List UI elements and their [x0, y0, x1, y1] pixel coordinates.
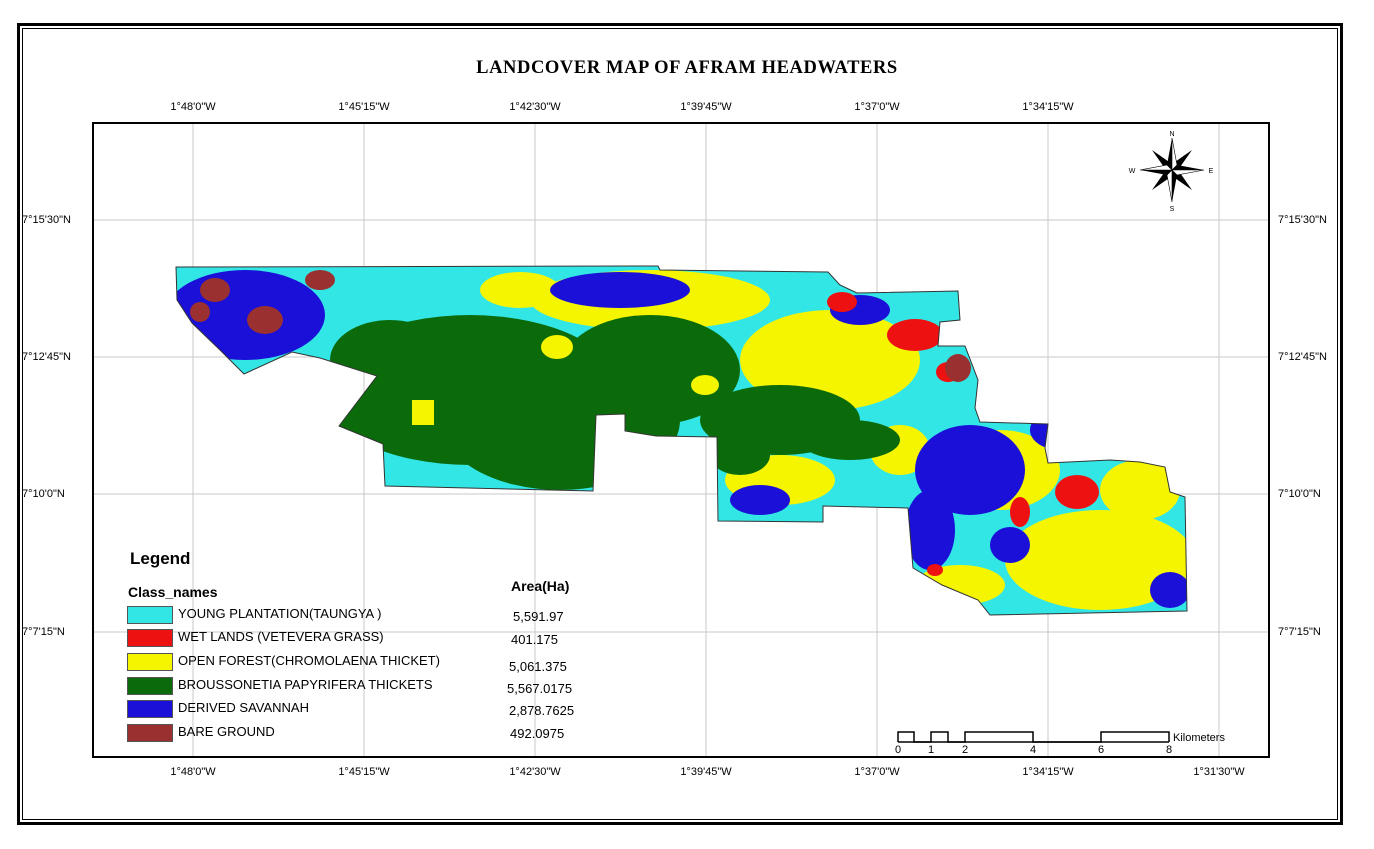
scale-tick-label: 4 [1029, 744, 1037, 756]
scale-unit-label: Kilometers [1173, 732, 1225, 744]
legend-swatch [127, 724, 173, 742]
lat-label-left: 7°12'45"N [22, 351, 71, 363]
map-data-frame [92, 122, 1270, 758]
west-label: W [1129, 168, 1136, 175]
lat-label-right: 7°10'0"N [1278, 488, 1321, 500]
north-label: N [1169, 131, 1174, 138]
scale-tick-label: 8 [1165, 744, 1173, 756]
east-label: E [1209, 168, 1214, 175]
scale-tick-label: 1 [927, 744, 935, 756]
legend-class-name: BARE GROUND [178, 724, 275, 739]
legend-class-area: 492.0975 [510, 726, 565, 741]
lat-label-right: 7°7'15"N [1278, 626, 1321, 638]
legend-swatch [127, 629, 173, 647]
north-arrow-icon: N S E W [1129, 131, 1214, 213]
legend-class-header: Class_names [128, 584, 218, 600]
region-outline [175, 265, 1188, 616]
legend-class-area: 2,878.7625 [509, 703, 575, 718]
legend-swatch [127, 606, 173, 624]
legend-class-name: BROUSSONETIA PAPYRIFERA THICKETS [178, 677, 433, 692]
lon-label-top: 1°37'0"W [854, 101, 900, 113]
lon-label-top: 1°39'45"W [680, 101, 732, 113]
lon-label-top: 1°34'15"W [1022, 101, 1074, 113]
lon-label-bottom: 1°42'30"W [509, 766, 561, 778]
scale-tick-label: 2 [961, 744, 969, 756]
scale-tick-label: 6 [1097, 744, 1105, 756]
lon-label-top: 1°45'15"W [338, 101, 390, 113]
lat-label-left: 7°10'0"N [22, 488, 65, 500]
map-inner-frame [22, 28, 1338, 820]
legend-class-name: OPEN FOREST(CHROMOLAENA THICKET) [178, 653, 440, 668]
legend-class-area: 401.175 [511, 632, 558, 647]
lat-label-left: 7°7'15"N [22, 626, 65, 638]
lon-label-bottom: 1°34'15"W [1022, 766, 1074, 778]
legend-class-name: DERIVED SAVANNAH [178, 700, 309, 715]
lon-label-top: 1°42'30"W [509, 101, 561, 113]
legend-title: Legend [130, 549, 191, 568]
scale-tick-label: 0 [894, 744, 902, 756]
lon-label-bottom: 1°31'30"W [1193, 766, 1245, 778]
legend-swatch [127, 653, 173, 671]
lat-label-right: 7°15'30"N [1278, 214, 1327, 226]
lon-label-bottom: 1°48'0"W [170, 766, 216, 778]
lon-label-bottom: 1°45'15"W [338, 766, 390, 778]
legend-class-area: 5,591.97 [513, 609, 564, 624]
lat-label-left: 7°15'30"N [22, 214, 71, 226]
legend-class-name: YOUNG PLANTATION(TAUNGYA ) [178, 606, 382, 621]
lon-label-top: 1°48'0"W [170, 101, 216, 113]
lon-label-bottom: 1°37'0"W [854, 766, 900, 778]
scale-bar [897, 731, 1170, 743]
legend-class-area: 5,061.375 [509, 659, 567, 674]
legend-class-area: 5,567.0175 [507, 681, 573, 696]
legend-class-name: WET LANDS (VETEVERA GRASS) [178, 629, 384, 644]
map-title: LANDCOVER MAP OF AFRAM HEADWATERS [476, 58, 898, 78]
legend-swatch [127, 677, 173, 695]
south-label: S [1170, 206, 1175, 213]
lat-label-right: 7°12'45"N [1278, 351, 1327, 363]
legend-swatch [127, 700, 173, 718]
legend-area-header: Area(Ha) [511, 578, 570, 594]
map-outer-frame [17, 23, 1343, 825]
lon-label-bottom: 1°39'45"W [680, 766, 732, 778]
